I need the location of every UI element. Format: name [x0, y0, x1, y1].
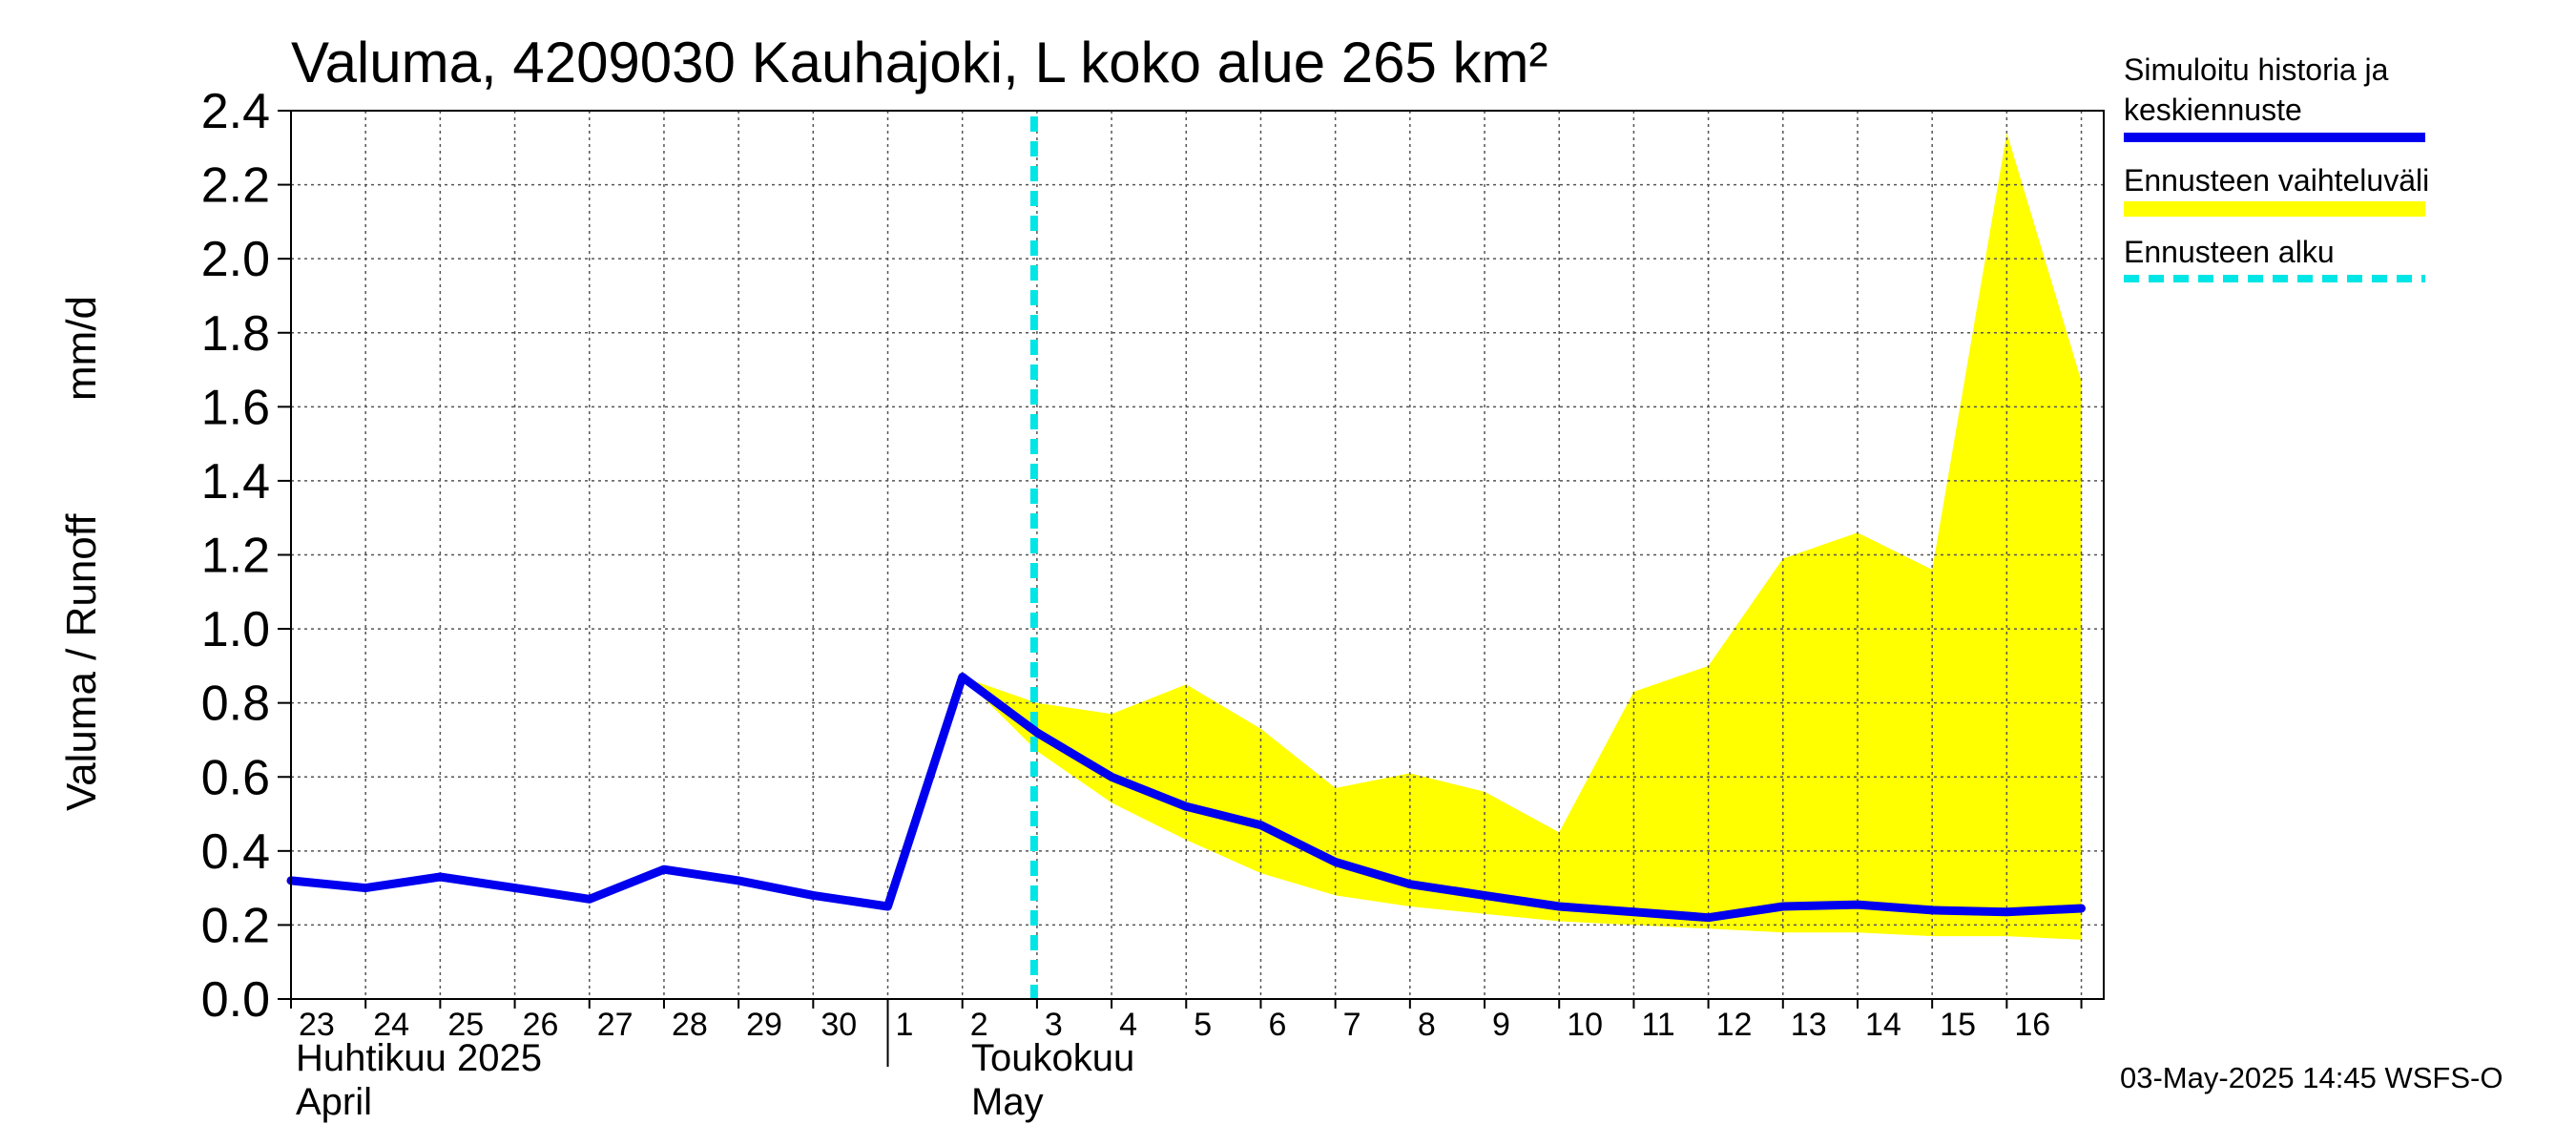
y-axis-label: Valuma / Runoff [58, 513, 105, 811]
x-tick-label: 13 [1791, 1007, 1827, 1043]
y-tick-label: 2.2 [201, 158, 270, 214]
x-tick-label: 25 [447, 1007, 484, 1043]
x-axis-ticks: 23 24 25 26 27 28 29 30 1 2 3 4 5 6 7 8 9 10 11 12 13 14 15 16 [290, 999, 2083, 1067]
x-tick-label: 10 [1567, 1007, 1603, 1043]
x-tick-label: 5 [1194, 1007, 1212, 1043]
y-tick-label: 0.4 [201, 824, 270, 880]
x-tick-label: 7 [1343, 1007, 1361, 1043]
x-tick-label: 27 [597, 1007, 634, 1043]
y-tick-label: 2.4 [201, 84, 270, 139]
legend-swatch-band [2124, 201, 2425, 217]
x-tick-label: 28 [672, 1007, 708, 1043]
x-tick-label: 11 [1641, 1007, 1674, 1043]
y-tick-label: 1.2 [201, 529, 270, 584]
x-tick-label: 23 [299, 1007, 335, 1043]
x-tick-label: 12 [1716, 1007, 1753, 1043]
x-tick-label: 6 [1268, 1007, 1286, 1043]
x-tick-label: 26 [523, 1007, 559, 1043]
y-tick-label: 0.0 [201, 972, 270, 1028]
forecast-range-band-group [962, 133, 2082, 940]
y-axis-unit: mm/d [58, 296, 105, 401]
x-tick-label: 16 [2014, 1007, 2050, 1043]
month-label-april-line2: April [296, 1081, 372, 1123]
month-label-april-line1: Huhtikuu 2025 [296, 1037, 542, 1079]
y-tick-label: 0.8 [201, 677, 270, 732]
x-tick-label: 9 [1492, 1007, 1510, 1043]
y-tick-label: 1.8 [201, 306, 270, 362]
x-tick-label: 2 [970, 1007, 988, 1043]
grid-lines [291, 110, 2104, 1000]
legend: Simuloitu historia ja keskiennuste Ennus… [2124, 52, 2429, 282]
x-tick-label: 30 [821, 1007, 857, 1043]
legend-label-series-line2: keskiennuste [2124, 93, 2302, 127]
x-tick-label: 15 [1940, 1007, 1976, 1043]
forecast-range-band [962, 133, 2082, 940]
y-tick-label: 0.6 [201, 750, 270, 805]
legend-label-forecast-start: Ennusteen alku [2124, 235, 2335, 269]
y-tick-label: 1.4 [201, 454, 270, 510]
x-tick-label: 24 [373, 1007, 409, 1043]
legend-label-series-line1: Simuloitu historia ja [2124, 52, 2389, 87]
x-tick-label: 8 [1418, 1007, 1436, 1043]
legend-label-band: Ennusteen vaihteluväli [2124, 163, 2429, 198]
x-tick-label: 1 [896, 1007, 914, 1043]
y-axis-ticks: 0.0 0.2 0.4 0.6 0.8 1.0 1.2 1.4 1.6 1.8 2.0 2.2 2.4 [201, 84, 291, 1028]
month-label-may-line2: May [971, 1081, 1044, 1123]
y-tick-label: 1.6 [201, 380, 270, 435]
series-group [286, 673, 2086, 923]
x-tick-label: 4 [1119, 1007, 1137, 1043]
x-tick-label: 14 [1865, 1007, 1901, 1043]
y-tick-label: 2.0 [201, 232, 270, 287]
x-tick-label: 29 [746, 1007, 782, 1043]
footer-timestamp: 03-May-2025 14:45 WSFS-O [2120, 1061, 2503, 1094]
month-label-may-line1: Toukokuu [971, 1037, 1134, 1079]
x-tick-label: 3 [1045, 1007, 1063, 1043]
y-tick-label: 1.0 [201, 602, 270, 657]
series-line-simulated [286, 673, 2086, 923]
chart-title: Valuma, 4209030 Kauhajoki, L koko alue 2… [291, 31, 1548, 94]
y-tick-label: 0.2 [201, 898, 270, 953]
